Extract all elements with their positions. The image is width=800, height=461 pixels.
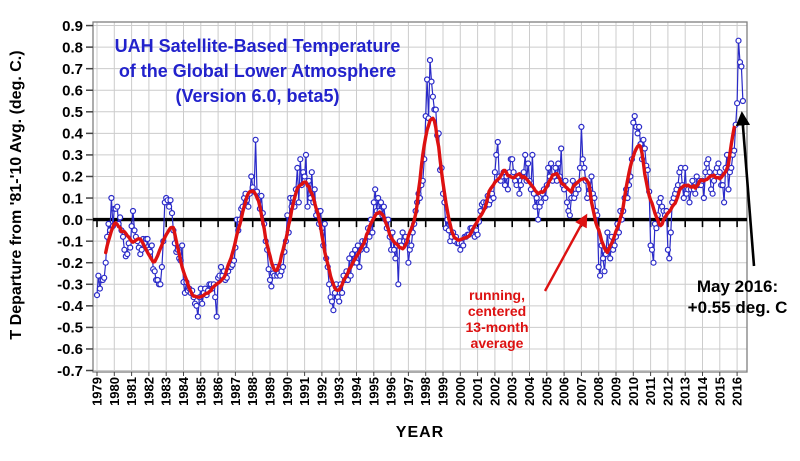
svg-text:-0.5: -0.5	[57, 320, 83, 337]
svg-text:2013: 2013	[678, 377, 693, 406]
svg-text:0.9: 0.9	[62, 18, 83, 35]
svg-text:2011: 2011	[643, 377, 658, 405]
svg-text:1998: 1998	[418, 377, 433, 406]
svg-text:2007: 2007	[574, 377, 589, 406]
svg-text:-0.4: -0.4	[57, 298, 84, 315]
svg-text:1993: 1993	[332, 377, 347, 406]
svg-text:-0.6: -0.6	[57, 341, 83, 358]
svg-text:1992: 1992	[314, 377, 329, 406]
svg-text:2015: 2015	[712, 377, 727, 406]
svg-text:1987: 1987	[228, 377, 243, 406]
svg-text:2005: 2005	[539, 377, 554, 406]
svg-text:-0.7: -0.7	[57, 363, 83, 380]
svg-text:1994: 1994	[349, 376, 364, 406]
y-axis-title: T Departure from '81-'10 Avg. (deg. C.)	[8, 50, 25, 340]
svg-text:2004: 2004	[522, 376, 537, 406]
svg-text:1985: 1985	[193, 377, 208, 406]
svg-text:0.8: 0.8	[62, 39, 83, 56]
svg-text:0.7: 0.7	[62, 61, 83, 78]
svg-text:1981: 1981	[124, 377, 139, 406]
monthly-series	[93, 37, 747, 320]
svg-text:1997: 1997	[401, 377, 416, 406]
running-annotation-line-2: centered	[467, 303, 527, 319]
svg-text:1995: 1995	[366, 377, 381, 406]
svg-text:1984: 1984	[176, 376, 191, 406]
svg-text:1996: 1996	[384, 377, 399, 406]
y-axis-ticks: 0.9 0.8 0.7 0.6 0.5 0.4 0.3 0.2 0.1 0.0 -0.1 -0.2 -0…	[57, 18, 93, 380]
svg-text:2012: 2012	[660, 377, 675, 406]
running-annotation-line-1: running,	[469, 287, 525, 303]
svg-text:0.0: 0.0	[62, 212, 83, 229]
chart-title-line-1: UAH Satellite-Based Temperature	[114, 36, 401, 56]
x-axis-title: YEAR	[395, 424, 445, 441]
svg-text:1989: 1989	[263, 377, 278, 406]
svg-text:2010: 2010	[626, 377, 641, 406]
svg-text:2002: 2002	[487, 377, 502, 406]
chart-title-line-2: of the Global Lower Atmosphere	[118, 61, 397, 81]
svg-text:1991: 1991	[297, 377, 312, 406]
svg-text:2001: 2001	[470, 377, 485, 406]
svg-text:2006: 2006	[557, 377, 572, 406]
svg-text:-0.1: -0.1	[57, 233, 83, 250]
svg-text:2016: 2016	[730, 377, 745, 406]
svg-text:0.1: 0.1	[62, 190, 83, 207]
average-series	[103, 116, 736, 299]
may-2016-annotation-line-1: May 2016:	[696, 277, 779, 296]
x-axis-ticks: 1979 1980 1981 1982 1983 1984 1985 1986 1987 1988…	[90, 372, 745, 406]
svg-text:0.5: 0.5	[62, 104, 83, 121]
svg-text:-0.3: -0.3	[57, 277, 83, 294]
running-annotation-line-3: 13-month	[465, 319, 529, 335]
plot-border	[92, 21, 748, 373]
svg-text:0.6: 0.6	[62, 82, 83, 99]
svg-text:1983: 1983	[159, 377, 174, 406]
gridlines	[93, 22, 747, 372]
svg-text:2008: 2008	[591, 377, 606, 406]
chart-title-line-3: (Version 6.0, beta5)	[175, 86, 340, 106]
running-average-annotation: running, centered 13-month average	[437, 287, 557, 351]
svg-text:1990: 1990	[280, 377, 295, 406]
may-2016-annotation-line-2: +0.55 deg. C	[687, 298, 788, 317]
svg-text:1979: 1979	[90, 377, 105, 406]
svg-text:2014: 2014	[695, 376, 710, 406]
svg-text:2009: 2009	[609, 377, 624, 406]
svg-text:0.2: 0.2	[62, 169, 83, 186]
svg-text:1980: 1980	[107, 377, 122, 406]
running-average-arrow	[543, 213, 588, 292]
zero-axis	[93, 217, 747, 228]
svg-text:1988: 1988	[245, 377, 260, 406]
svg-text:1999: 1999	[436, 377, 451, 406]
svg-text:0.4: 0.4	[62, 126, 84, 143]
may-2016-annotation: May 2016: +0.55 deg. C	[655, 276, 800, 318]
may-2016-arrow	[735, 111, 756, 267]
svg-text:0.3: 0.3	[62, 147, 83, 164]
chart-title: UAH Satellite-Based Temperature of the G…	[100, 34, 415, 109]
running-annotation-line-4: average	[470, 335, 524, 351]
svg-text:-0.2: -0.2	[57, 255, 83, 272]
svg-text:2000: 2000	[453, 377, 468, 406]
svg-text:1986: 1986	[211, 377, 226, 406]
svg-text:2003: 2003	[505, 377, 520, 406]
svg-text:1982: 1982	[141, 377, 156, 406]
